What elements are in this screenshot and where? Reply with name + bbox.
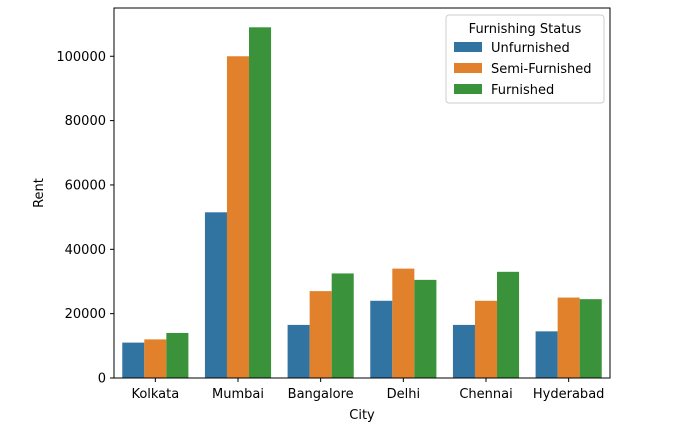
bar-delhi-semi-furnished <box>392 268 415 378</box>
bar-chennai-unfurnished <box>452 324 475 378</box>
bar-chennai-furnished <box>497 271 520 378</box>
legend-label: Unfurnished <box>491 41 570 56</box>
x-tick-label: Chennai <box>459 387 512 402</box>
bar-chennai-semi-furnished <box>474 300 498 378</box>
legend-label: Furnished <box>491 83 554 98</box>
bar-bangalore-semi-furnished <box>309 291 332 378</box>
bar-kolkata-semi-furnished <box>144 339 167 378</box>
x-tick-label: Bangalore <box>288 387 354 402</box>
x-tick-label: Mumbai <box>212 387 264 402</box>
legend-swatch <box>454 42 482 52</box>
y-tick-label: 40000 <box>65 243 106 258</box>
x-axis: Kolkata Mumbai Bangalore Delhi Chennai Hydera… <box>131 378 604 402</box>
legend-swatch <box>454 63 482 73</box>
y-tick-label: 20000 <box>65 307 106 322</box>
bar-mumbai-furnished <box>249 27 272 378</box>
y-tick-label: 0 <box>98 372 106 387</box>
legend-items: Unfurnished Semi-Furnished Furnished <box>454 41 591 98</box>
bar-kolkata-unfurnished <box>122 342 145 378</box>
x-tick-label: Delhi <box>387 387 420 402</box>
bar-bangalore-unfurnished <box>287 324 310 378</box>
legend-swatch <box>454 84 482 94</box>
x-axis-title: City <box>349 408 375 423</box>
y-axis: 0 20000 40000 60000 80000 100000 <box>56 50 114 387</box>
legend-title: Furnishing Status <box>469 22 582 37</box>
x-tick-label: Hyderabad <box>533 387 605 402</box>
x-tick-label: Kolkata <box>131 387 179 402</box>
legend-label: Semi-Furnished <box>491 62 591 77</box>
plot-frame <box>113 7 611 379</box>
bar-mumbai-semi-furnished <box>226 56 250 379</box>
bar-bangalore-furnished <box>331 273 354 378</box>
bar-delhi-furnished <box>414 279 437 378</box>
legend: Furnishing Status Unfurnished Semi-Furnis… <box>445 14 605 104</box>
bar-delhi-unfurnished <box>370 300 393 378</box>
legend-box <box>445 14 605 104</box>
bar-hyderabad-furnished <box>579 299 602 378</box>
y-tick-label: 80000 <box>65 114 106 129</box>
bar-mumbai-unfurnished <box>204 212 227 378</box>
y-tick-label: 100000 <box>56 50 106 65</box>
y-tick-label: 60000 <box>65 178 106 193</box>
bar-hyderabad-semi-furnished <box>557 297 580 378</box>
bar-hyderabad-unfurnished <box>535 331 558 378</box>
bar-kolkata-furnished <box>166 332 189 378</box>
bars-group <box>122 27 602 379</box>
y-axis-title: Rent <box>32 178 47 208</box>
